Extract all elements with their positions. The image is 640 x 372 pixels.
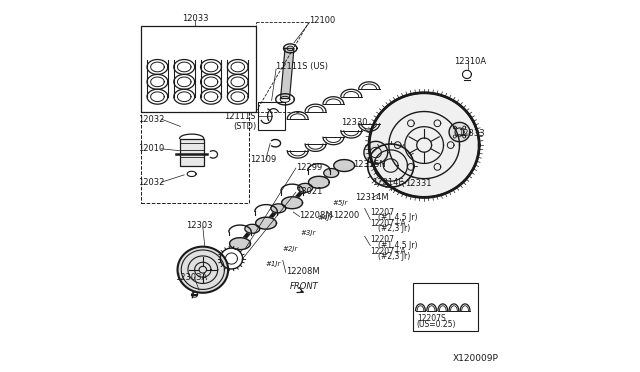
Text: (#2,3 Jr): (#2,3 Jr) bbox=[378, 224, 410, 233]
Polygon shape bbox=[177, 247, 228, 293]
Text: #2Jr: #2Jr bbox=[282, 246, 298, 252]
Text: 12315N: 12315N bbox=[353, 160, 386, 169]
Text: 12310A: 12310A bbox=[454, 57, 486, 66]
Text: 12032: 12032 bbox=[138, 178, 164, 187]
Text: (US=0.25): (US=0.25) bbox=[417, 320, 456, 329]
Text: (#2,3 Jr): (#2,3 Jr) bbox=[378, 252, 410, 261]
Text: 12314E: 12314E bbox=[372, 178, 404, 187]
Text: 12207: 12207 bbox=[370, 208, 394, 217]
Text: #4Jr: #4Jr bbox=[318, 215, 333, 221]
Text: 12208M: 12208M bbox=[286, 267, 319, 276]
Polygon shape bbox=[282, 197, 303, 209]
Text: 12330: 12330 bbox=[342, 118, 368, 127]
Text: 12314M: 12314M bbox=[355, 193, 389, 202]
Text: (#1,4,5 Jr): (#1,4,5 Jr) bbox=[378, 213, 417, 222]
Text: 12033: 12033 bbox=[182, 14, 209, 23]
Text: (#1,4,5 Jr): (#1,4,5 Jr) bbox=[378, 241, 417, 250]
Polygon shape bbox=[364, 141, 388, 164]
Text: X120009P: X120009P bbox=[452, 354, 499, 363]
Text: 12032: 12032 bbox=[138, 115, 164, 124]
Text: 12299: 12299 bbox=[296, 163, 322, 172]
Text: 12333: 12333 bbox=[458, 129, 484, 138]
Text: 12303: 12303 bbox=[186, 221, 212, 230]
Polygon shape bbox=[298, 183, 312, 192]
Text: 12109: 12109 bbox=[250, 155, 276, 164]
Polygon shape bbox=[449, 122, 470, 142]
Polygon shape bbox=[255, 217, 276, 229]
Text: #3Jr: #3Jr bbox=[300, 230, 316, 235]
Bar bbox=[257, 102, 285, 130]
Polygon shape bbox=[334, 160, 355, 171]
Bar bbox=[141, 26, 256, 112]
Text: 12100: 12100 bbox=[310, 16, 336, 25]
Polygon shape bbox=[367, 144, 413, 187]
Polygon shape bbox=[230, 238, 250, 250]
Polygon shape bbox=[369, 93, 479, 198]
Bar bbox=[180, 139, 204, 166]
Text: 12207+A: 12207+A bbox=[370, 219, 406, 228]
Text: 12331: 12331 bbox=[406, 179, 432, 187]
Text: #1Jr: #1Jr bbox=[266, 261, 281, 267]
Text: 12207+A: 12207+A bbox=[370, 247, 406, 256]
Polygon shape bbox=[308, 176, 330, 188]
Polygon shape bbox=[280, 48, 294, 99]
Polygon shape bbox=[271, 204, 286, 213]
Text: 12200: 12200 bbox=[333, 211, 359, 220]
Text: 12303A: 12303A bbox=[175, 273, 207, 282]
Text: 12207: 12207 bbox=[370, 235, 394, 244]
Text: 12010: 12010 bbox=[138, 144, 164, 153]
Text: 13021: 13021 bbox=[296, 187, 322, 196]
Text: 12111S (US): 12111S (US) bbox=[276, 62, 328, 71]
Text: FRONT: FRONT bbox=[289, 282, 318, 291]
Polygon shape bbox=[324, 169, 339, 177]
Text: 12207S: 12207S bbox=[417, 314, 445, 323]
Bar bbox=[141, 112, 248, 203]
Text: 12208M: 12208M bbox=[300, 211, 333, 220]
Polygon shape bbox=[245, 224, 260, 233]
Bar bbox=[413, 283, 478, 331]
Text: #5Jr: #5Jr bbox=[333, 200, 348, 206]
Text: 12111S
(STD): 12111S (STD) bbox=[225, 112, 256, 131]
